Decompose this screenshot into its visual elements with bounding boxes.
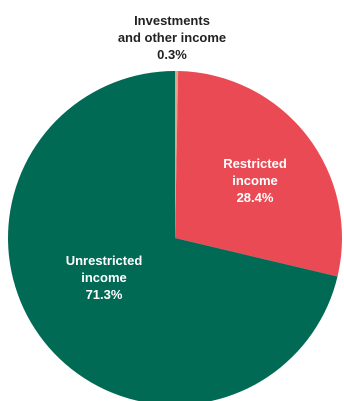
slice-label-2: Unrestricted income 71.3%	[66, 253, 143, 302]
pie-slice-0	[175, 71, 179, 238]
slice-label-0: Investments and other income 0.3%	[118, 13, 226, 62]
slice-label-1: Restricted income 28.4%	[223, 156, 287, 205]
pie-slice-2	[8, 71, 338, 401]
pie-slices	[8, 71, 343, 401]
pie-labels: Investments and other income 0.3% Restricte…	[66, 13, 287, 302]
pie-slice-1	[175, 71, 343, 277]
